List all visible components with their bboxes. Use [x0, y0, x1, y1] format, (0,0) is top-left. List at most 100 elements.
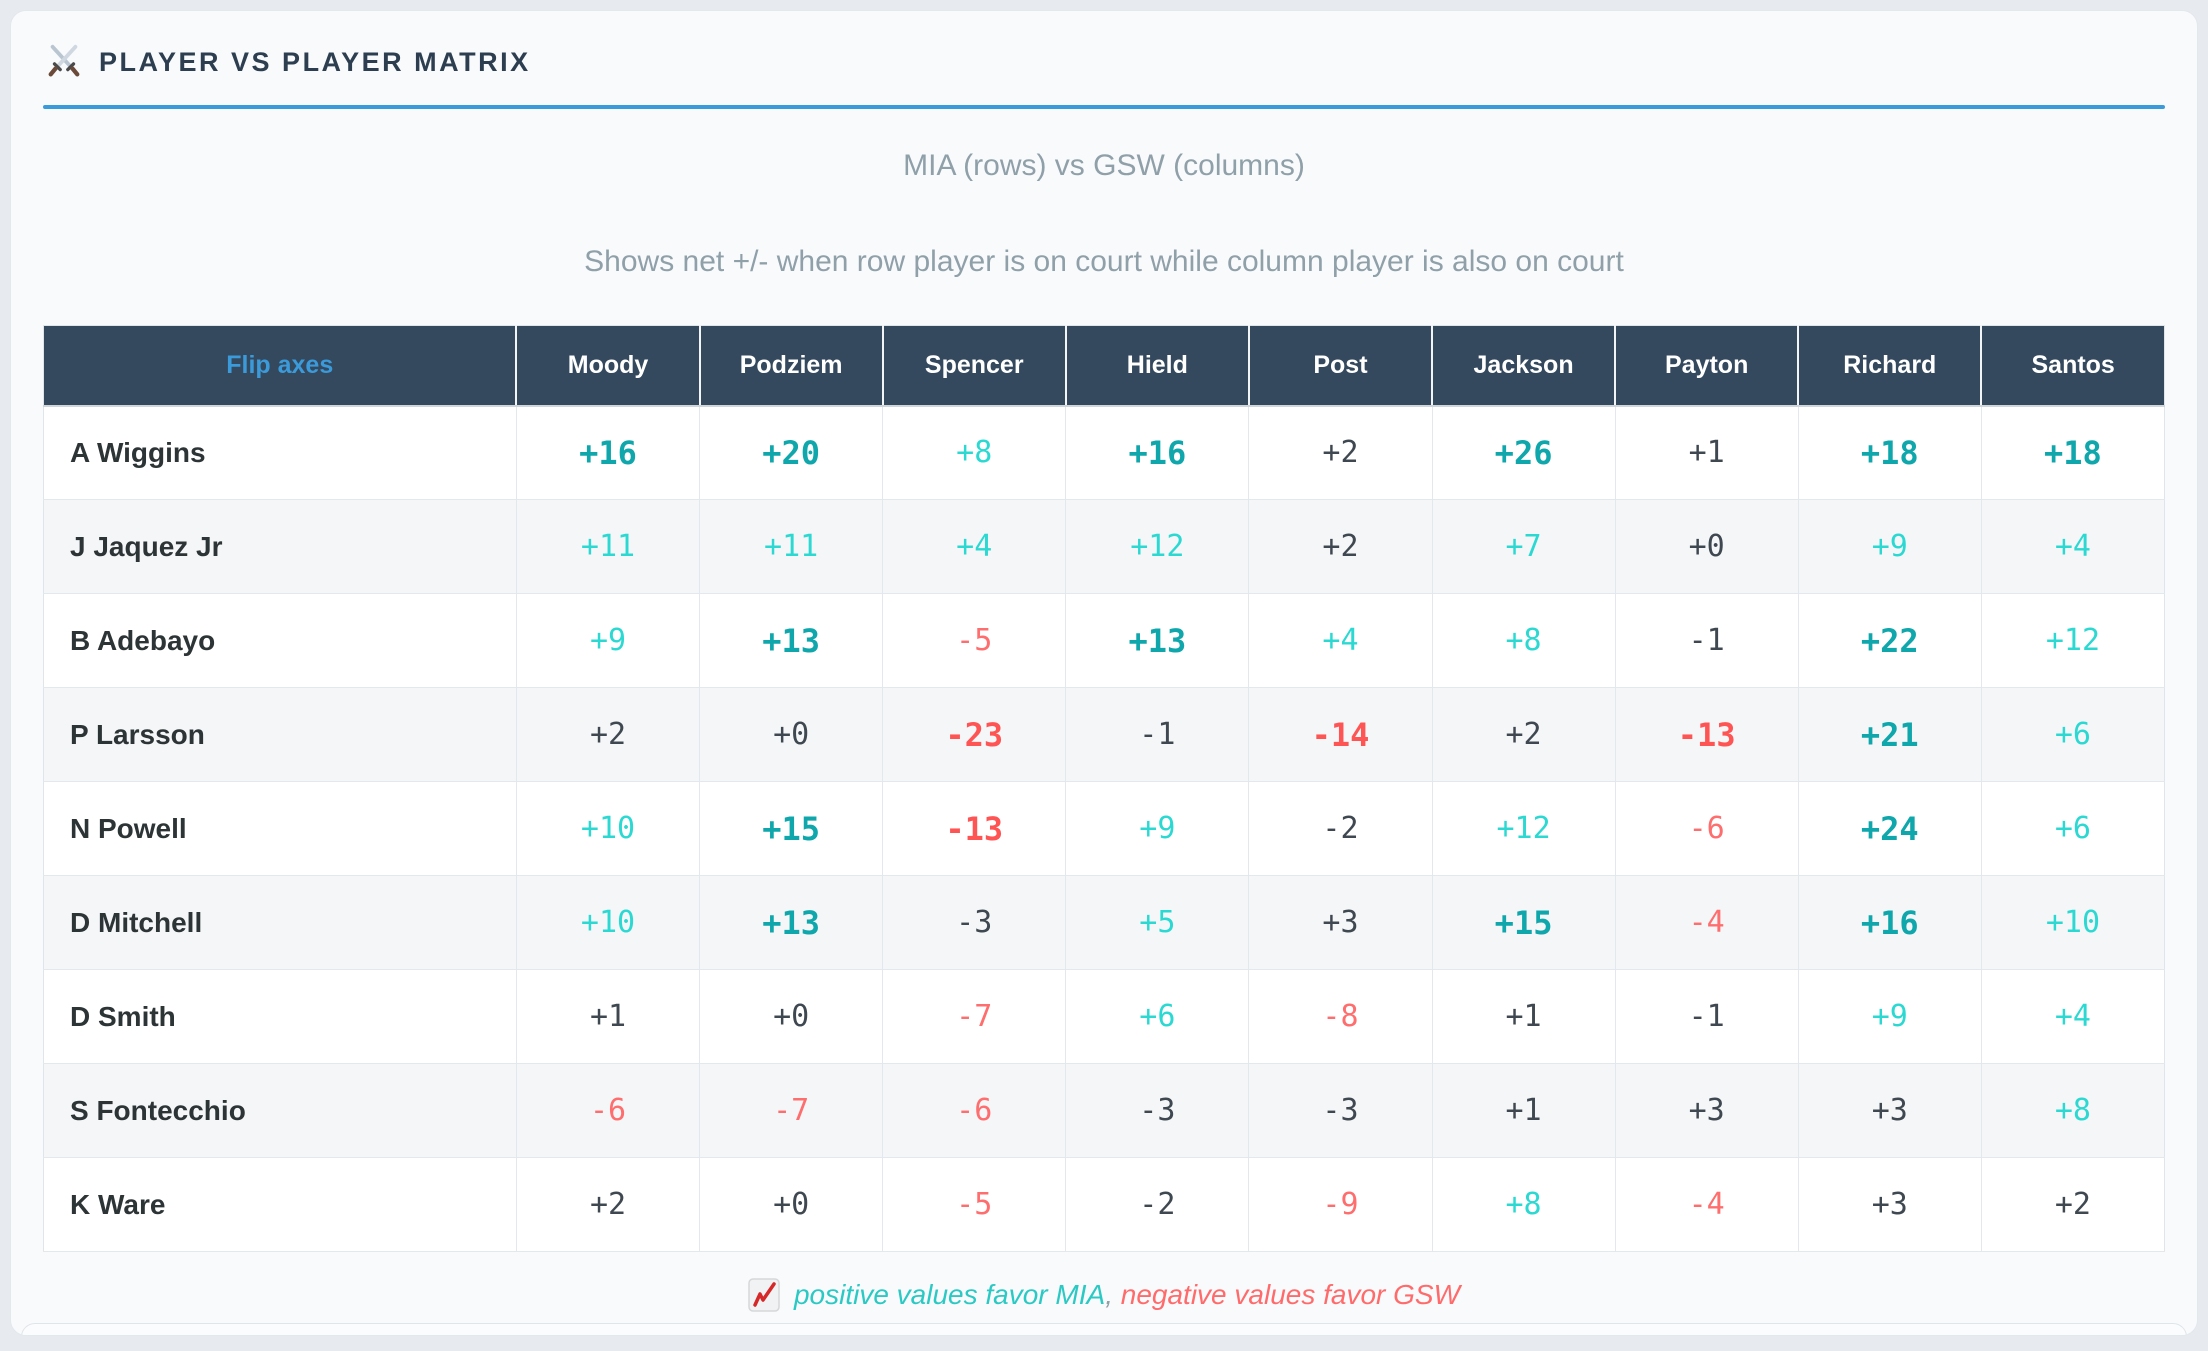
matrix-cell: +26	[1432, 405, 1616, 500]
matrix-cell: +22	[1798, 593, 1982, 688]
table-row: J Jaquez Jr +11 +11 +4 +12 +2 +7 +0 +9 +4	[43, 499, 2165, 594]
table-row: B Adebayo +9 +13 -5 +13 +4 +8 -1 +22 +12	[43, 593, 2165, 688]
row-player-name: K Ware	[43, 1157, 517, 1252]
matrix-cell: -3	[882, 875, 1067, 970]
matrix-cell: +3	[1798, 1157, 1982, 1252]
matrix-cell: -7	[699, 1063, 884, 1158]
flip-axes-button[interactable]: Flip axes	[226, 350, 334, 379]
matrix-cell: +2	[516, 687, 701, 782]
column-header-spencer: Spencer	[882, 325, 1067, 407]
column-header-hield: Hield	[1065, 325, 1250, 407]
matrix-cell: -4	[1615, 1157, 1799, 1252]
column-header-santos: Santos	[1981, 325, 2165, 407]
column-header-moody: Moody	[516, 325, 701, 407]
matrix-cell: +2	[1432, 687, 1616, 782]
matrix-cell: +9	[1798, 969, 1982, 1064]
legend-positive-text: positive values favor MIA	[793, 1279, 1106, 1310]
matrix-header-row: Flip axes Moody Podziem Spencer Hield Post Ja…	[43, 325, 2165, 407]
matrix-cell: +15	[1432, 875, 1616, 970]
matrix-cell: +12	[1065, 499, 1250, 594]
matrix-cell: -1	[1615, 593, 1799, 688]
matrix-cell: +3	[1798, 1063, 1982, 1158]
row-player-name: N Powell	[43, 781, 517, 876]
crossed-swords-icon	[48, 44, 80, 77]
matrix-cell: -5	[882, 593, 1067, 688]
matrix-cell: -2	[1248, 781, 1433, 876]
matrix-cell: -23	[882, 687, 1067, 782]
matrix-cell: -1	[1065, 687, 1250, 782]
matrix-cell: -6	[882, 1063, 1067, 1158]
matrix-cell: +20	[699, 405, 884, 500]
legend: positive values favor MIA, negative valu…	[11, 1276, 2197, 1314]
matrix-description: Shows net +/- when row player is on cour…	[584, 245, 1624, 278]
matrix-cell: +8	[1432, 593, 1616, 688]
matrix-cell: +3	[1615, 1063, 1799, 1158]
row-player-name: A Wiggins	[43, 405, 517, 500]
matrix-cell: -6	[1615, 781, 1799, 876]
table-row: S Fontecchio -6 -7 -6 -3 -3 +1 +3 +3 +8	[43, 1063, 2165, 1158]
row-player-name: B Adebayo	[43, 593, 517, 688]
matrix-cell: +3	[1248, 875, 1433, 970]
table-row: D Smith +1 +0 -7 +6 -8 +1 -1 +9 +4	[43, 969, 2165, 1064]
matrix-cell: +9	[1065, 781, 1250, 876]
table-row: D Mitchell +10 +13 -3 +5 +3 +15 -4 +16 +10	[43, 875, 2165, 970]
matrix-cell: +8	[1981, 1063, 2165, 1158]
matrix-cell: +16	[1798, 875, 1982, 970]
column-header-post: Post	[1248, 325, 1434, 407]
row-player-name: D Smith	[43, 969, 517, 1064]
matrix-cell: +10	[1981, 875, 2165, 970]
matrix-cell: +12	[1432, 781, 1616, 876]
matrix-cell: +13	[699, 875, 884, 970]
matrix-cell: +7	[1432, 499, 1616, 594]
matrix-cell: -8	[1248, 969, 1433, 1064]
matrix-cell: +11	[516, 499, 701, 594]
column-header-podziem: Podziem	[699, 325, 884, 407]
row-player-name: D Mitchell	[43, 875, 517, 970]
matrix-cell: +4	[882, 499, 1067, 594]
matrix-cell: +2	[1248, 405, 1433, 500]
matrix-cell: +1	[1432, 1063, 1616, 1158]
table-row: K Ware +2 +0 -5 -2 -9 +8 -4 +3 +2	[43, 1157, 2165, 1252]
matrix-cell: +4	[1981, 499, 2165, 594]
column-header-jackson: Jackson	[1432, 325, 1617, 407]
matrix-cell: -13	[882, 781, 1067, 876]
matrix-cell: -2	[1065, 1157, 1250, 1252]
matrix-cell: +4	[1248, 593, 1433, 688]
matrix-cell: -4	[1615, 875, 1799, 970]
player-matrix-card: PLAYER VS PLAYER MATRIX MIA (rows) vs GS…	[10, 10, 2198, 1336]
matrix-cell: +8	[882, 405, 1067, 500]
matrix-cell: +6	[1981, 687, 2165, 782]
matrix-cell: +9	[516, 593, 701, 688]
matrix-cell: +6	[1981, 781, 2165, 876]
matrix-cell: +10	[516, 781, 701, 876]
matrix-cell: +15	[699, 781, 884, 876]
table-row: A Wiggins +16 +20 +8 +16 +2 +26 +1 +18 +18	[43, 405, 2165, 500]
header-divider	[43, 105, 2165, 109]
legend-separator: ,	[1105, 1279, 1113, 1310]
row-player-name: P Larsson	[43, 687, 517, 782]
player-matrix-table: Flip axes Moody Podziem Spencer Hield Post Ja…	[43, 325, 2165, 1252]
matrix-cell: +5	[1065, 875, 1250, 970]
matrix-cell: -9	[1248, 1157, 1433, 1252]
column-header-richard: Richard	[1798, 325, 1983, 407]
matrix-cell: +0	[1615, 499, 1799, 594]
matrix-cell: +11	[699, 499, 884, 594]
matrix-cell: +4	[1981, 969, 2165, 1064]
matrix-cell: -13	[1615, 687, 1799, 782]
page-title: PLAYER VS PLAYER MATRIX	[99, 46, 531, 77]
matrix-cell: -3	[1065, 1063, 1250, 1158]
matrix-cell: +2	[516, 1157, 701, 1252]
column-header-payton: Payton	[1615, 325, 1800, 407]
matrix-body: A Wiggins +16 +20 +8 +16 +2 +26 +1 +18 +18 J Jaque…	[43, 405, 2165, 1252]
chart-increasing-icon	[748, 1278, 780, 1312]
matrix-cell: +16	[516, 405, 701, 500]
matrix-cell: +21	[1798, 687, 1982, 782]
matrix-cell: -7	[882, 969, 1067, 1064]
corner-header-cell: Flip axes	[43, 325, 518, 407]
table-row: P Larsson +2 +0 -23 -1 -14 +2 -13 +21 +6	[43, 687, 2165, 782]
matrix-cell: +12	[1981, 593, 2165, 688]
matrix-cell: +18	[1981, 405, 2165, 500]
row-player-name: J Jaquez Jr	[43, 499, 517, 594]
matrix-cell: +16	[1065, 405, 1250, 500]
matrix-cell: +13	[699, 593, 884, 688]
